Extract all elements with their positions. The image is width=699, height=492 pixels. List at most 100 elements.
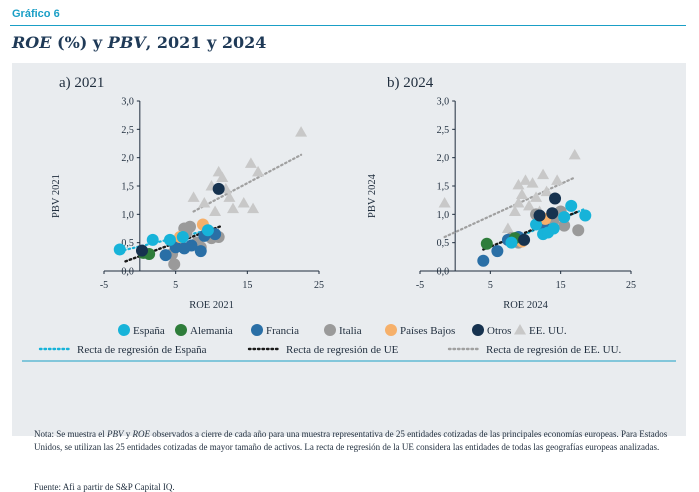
legend-label-reg_eu: Recta de regresión de UE [286,344,399,356]
legend-label-germany: Alemania [190,325,233,337]
chart-note: Nota: Se muestra el PBV y ROE observados… [34,428,684,455]
chart-a-regression-spain [118,229,210,253]
chart-a-point-italy [168,258,181,271]
legend-marker-others [472,324,484,336]
chart-a-x-tick-label: 5 [173,280,178,291]
note-text-1: Nota: Se muestra el [34,429,107,439]
chart-a-point-spain [201,224,214,237]
chart-b-y-label: PBV 2024 [367,173,378,218]
chart-b-point-france [491,245,504,258]
chart-b-point-usa [501,222,514,233]
chart-a-x-label: ROE 2021 [189,300,234,311]
chart-a-point-others [212,182,225,195]
chart-a-point-usa [209,205,222,216]
chart-a-y-tick-label: 3,0 [121,97,134,108]
legend-marker-netherlands [385,324,397,336]
header-rule [10,25,686,26]
chart-a-point-spain [113,243,126,256]
figure-label: Gráfico 6 [12,8,60,20]
chart-b-y-tick-label: 0,0 [437,267,450,278]
chart-b-point-usa [530,191,543,202]
chart-svg: a) 2021 0,0 0,5 1,0 1,5 2,0 2,5 3,0 -5 5 15 25 ROE 2… [22,75,676,362]
chart-b-point-germany [480,237,493,250]
legend-label-spain: Recta de regresión de España [77,344,207,356]
chart-b-y-tick-label: 1,0 [437,210,450,221]
legend-label-netherlands: Países Bajos [400,325,455,337]
chart-title: ROE (%) y PBV, 2021 y 2024 [12,33,266,52]
chart-a-x-tick-label: -5 [100,280,108,291]
legend-label-spain: España [133,325,165,337]
note-roe: ROE [132,429,150,439]
note-text-2: y [123,429,133,439]
chart-b-point-italy [558,219,571,232]
chart-b-point-usa [512,197,525,208]
chart-b-y-tick-label: 2,0 [437,153,450,164]
title-mid: (%) y [51,33,108,52]
chart-b-point-spain [565,199,578,212]
chart-a-point-france [185,239,198,252]
chart-b-y-tick-label: 2,5 [437,125,450,136]
chart-b-point-others [549,192,562,205]
note-text-3: observados a cierre de cada año para una… [34,429,668,453]
chart-b-y-tick-label: 1,5 [437,182,450,193]
chart-b-point-spain [579,209,592,222]
chart-a-y-tick-label: 0,5 [121,238,134,249]
chart-a-x-tick-label: 25 [314,280,324,291]
chart-b-point-spain [505,236,518,249]
legend-label-others: Otros [487,325,511,337]
chart-a-x-tick-label: 15 [242,280,252,291]
chart-a-y-tick-label: 1,5 [121,182,134,193]
chart-b-x-tick-label: -5 [416,280,424,291]
legend-label-france: Francia [266,325,299,337]
legend-marker-france [251,324,263,336]
chart-b-x-tick-label: 5 [488,280,493,291]
chart-a-point-usa [227,202,239,214]
chart-b-point-others [533,209,546,222]
chart-a-point-usa [237,197,250,208]
chart-a-y-label: PBV 2021 [51,174,62,218]
chart-a-point-france [159,249,172,262]
chart-a-regression-reg_usa [192,153,303,213]
chart-a-point-spain [163,233,176,246]
chart-b-y-tick-label: 3,0 [437,97,450,108]
chart-a-y-tick-label: 0,0 [121,267,134,278]
chart-b-point-usa [438,197,451,208]
chart-b-point-italy [572,224,585,237]
legend-marker-germany [175,324,187,336]
chart-a-point-others [135,244,148,257]
chart-b-point-spain [558,211,571,224]
chart-a-title: a) 2021 [59,75,104,91]
chart-b-x-tick-label: 25 [626,280,636,291]
chart-b-point-usa [540,185,553,197]
chart-b-point-usa [512,178,525,190]
chart-a-point-usa [216,171,229,182]
chart-b-point-usa [508,205,521,216]
chart-b-point-spain [547,222,560,235]
chart-a-y-tick-label: 2,0 [121,153,134,164]
chart-b-point-usa [523,199,536,211]
note-pbv: PBV [106,429,124,439]
chart-a-point-usa [247,202,260,214]
chart-b-point-others [518,233,531,246]
chart-b-point-france [477,254,490,267]
chart-a-point-usa [252,165,265,177]
chart-b-x-label: ROE 2024 [503,300,548,311]
legend-label-italy: Italia [339,325,362,337]
chart-a-point-usa [244,157,257,168]
chart-b-regression-reg_usa [443,176,576,239]
chart-b-point-usa [526,177,539,188]
legend-marker-spain [118,324,130,336]
chart-a-y-tick-label: 2,5 [121,125,134,136]
chart-b-title: b) 2024 [387,75,434,91]
legend-marker-usa [514,324,526,335]
chart-a-point-usa [223,191,236,202]
chart-b-point-others [546,207,559,220]
chart-b-y-tick-label: 0,5 [437,238,450,249]
chart-b-x-tick-label: 15 [556,280,566,291]
chart-b-point-usa [568,148,581,160]
chart-panel: a) 2021 0,0 0,5 1,0 1,5 2,0 2,5 3,0 -5 5 15 25 ROE 2… [12,63,686,492]
title-pbv: PBV [107,33,146,52]
chart-a-y-tick-label: 1,0 [121,210,134,221]
legend-marker-italy [324,324,336,336]
chart-a-point-usa [198,197,211,208]
